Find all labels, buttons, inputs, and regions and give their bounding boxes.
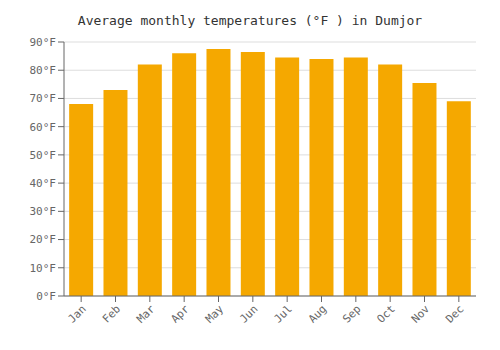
- svg-text:Dec: Dec: [443, 302, 466, 325]
- svg-text:Nov: Nov: [409, 302, 433, 326]
- svg-text:Feb: Feb: [100, 302, 123, 325]
- svg-text:Jan: Jan: [66, 302, 89, 325]
- svg-text:40°F: 40°F: [30, 177, 57, 190]
- svg-text:Sep: Sep: [340, 302, 363, 325]
- html-text:Average monthly temperatures (: Average monthly temperatures (°F ) in Du…: [77, 13, 423, 28]
- svg-text:90°F: 90°F: [30, 36, 57, 49]
- svg-text:30°F: 30°F: [30, 205, 57, 218]
- svg-text:Apr: Apr: [169, 302, 193, 326]
- svg-text:10°F: 10°F: [30, 262, 57, 275]
- svg-text:Oct: Oct: [375, 302, 398, 325]
- svg-text:Mar: Mar: [134, 302, 158, 326]
- svg-text:20°F: 20°F: [30, 233, 57, 246]
- svg-text:80°F: 80°F: [30, 64, 57, 77]
- svg-text:Jul: Jul: [272, 302, 295, 325]
- svg-text:0°F: 0°F: [36, 290, 56, 303]
- svg-text:50°F: 50°F: [30, 149, 57, 162]
- svg-text:60°F: 60°F: [30, 121, 57, 134]
- svg-text:70°F: 70°F: [30, 92, 57, 105]
- svg-text:Aug: Aug: [306, 302, 329, 325]
- svg-text:Jun: Jun: [237, 302, 260, 325]
- svg-text:May: May: [203, 302, 227, 326]
